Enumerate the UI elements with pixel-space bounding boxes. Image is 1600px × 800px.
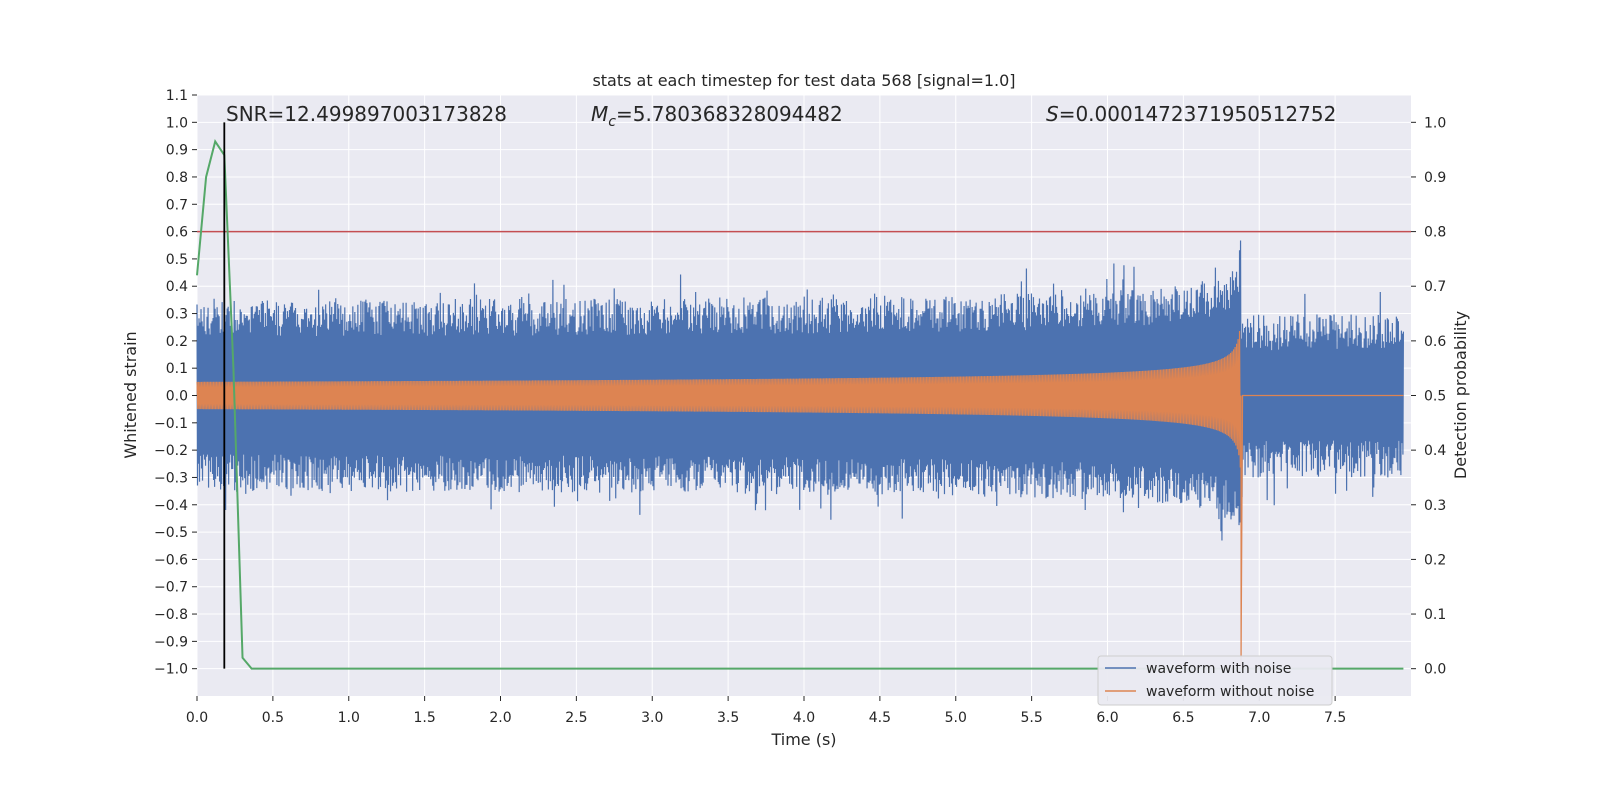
y-tick-label-right: 0.5 (1424, 389, 1446, 405)
y-tick-label-right: 0.3 (1424, 498, 1446, 514)
legend-label-noise: waveform with noise (1146, 661, 1291, 677)
y-tick-label-right: 0.8 (1424, 225, 1446, 241)
y-tick-label-left: 0.0 (166, 389, 188, 405)
x-tick-label: 6.5 (1172, 710, 1194, 726)
x-tick-label: 2.0 (489, 710, 511, 726)
y-tick-label-right: 0.9 (1424, 170, 1446, 186)
y-tick-label-left: 1.0 (166, 115, 188, 131)
series-layer (196, 122, 1411, 670)
chirp-mass-value: =5.780368328094482 (616, 102, 843, 126)
legend-label-clean: waveform without noise (1146, 684, 1314, 700)
x-tick-label: 0.0 (186, 710, 208, 726)
y-axis-label-left: Whitened strain (121, 331, 140, 458)
x-tick-label: 2.5 (565, 710, 587, 726)
chirp-mass-subscript: c (608, 114, 616, 130)
y-tick-label-left: −0.6 (154, 552, 188, 568)
legend-box (1097, 655, 1333, 706)
y-tick-label-left: −0.7 (154, 580, 188, 596)
y-tick-label-left: −0.5 (154, 525, 188, 541)
y-tick-label-left: 0.3 (166, 307, 188, 323)
x-tick-label: 4.0 (793, 710, 815, 726)
y-tick-label-left: −0.9 (154, 634, 188, 650)
y-tick-label-left: 1.1 (166, 88, 188, 104)
y-tick-label-left: 0.4 (166, 279, 188, 295)
y-tick-label-left: −1.0 (154, 662, 188, 678)
y-axis-label-right: Detection probability (1451, 311, 1470, 479)
y-tick-label-right: 0.6 (1424, 334, 1446, 350)
y-tick-label-left: 0.5 (166, 252, 188, 268)
y-tick-label-left: −0.8 (154, 607, 188, 623)
y-tick-label-right: 0.4 (1424, 443, 1446, 459)
y-tick-label-left: −0.1 (154, 416, 188, 432)
y-tick-label-left: 0.8 (166, 170, 188, 186)
x-tick-label: 1.0 (338, 710, 360, 726)
x-tick-label: 3.5 (717, 710, 739, 726)
x-tick-label: 4.5 (869, 710, 891, 726)
y-tick-label-left: 0.1 (166, 361, 188, 377)
x-tick-label: 5.0 (945, 710, 967, 726)
x-tick-label: 7.5 (1324, 710, 1346, 726)
x-tick-label: 0.5 (262, 710, 284, 726)
x-axis-label: Time (s) (770, 730, 836, 749)
y-tick-label-left: 0.6 (166, 225, 188, 241)
x-tick-label: 6.0 (1096, 710, 1118, 726)
clean-waveform-line (196, 330, 1404, 669)
chirp-mass-annotation: Mc=5.780368328094482 (591, 102, 843, 130)
axes-layer: 0.0 0.5 1.0 1.5 2.0 2.5 3.0 3.5 4.0 4.5 5.0 5.5 6.0 6… (154, 88, 1446, 726)
y-tick-label-left: 0.9 (166, 143, 188, 159)
s-statistic-symbol: S (1046, 102, 1059, 126)
y-tick-label-left: −0.3 (154, 470, 188, 486)
x-tick-label: 5.5 (1020, 710, 1042, 726)
y-tick-label-right: 0.7 (1424, 279, 1446, 295)
y-tick-label-left: 0.7 (166, 197, 188, 213)
snr-annotation: SNR=12.499897003173828 (226, 102, 507, 126)
y-tick-label-right: 0.0 (1424, 662, 1446, 678)
x-tick-label: 1.5 (413, 710, 435, 726)
s-statistic-annotation: S=0.0001472371950512752 (1046, 102, 1336, 126)
y-tick-label-left: 0.2 (166, 334, 188, 350)
x-tick-label: 7.0 (1248, 710, 1270, 726)
y-tick-label-left: −0.2 (154, 443, 188, 459)
s-statistic-value: =0.0001472371950512752 (1059, 102, 1337, 126)
y-tick-label-right: 1.0 (1424, 115, 1446, 131)
detection-probability-line (196, 139, 1404, 670)
x-tick-label: 3.0 (641, 710, 663, 726)
legend: waveform with noise waveform without noi… (1097, 655, 1333, 706)
y-tick-label-left: −0.4 (154, 498, 188, 514)
chart-title: stats at each timestep for test data 568… (592, 71, 1015, 90)
noisy-waveform-line (196, 240, 1405, 541)
y-tick-label-right: 0.2 (1424, 552, 1446, 568)
y-tick-label-right: 0.1 (1424, 607, 1446, 623)
chirp-mass-symbol: M (591, 102, 608, 126)
